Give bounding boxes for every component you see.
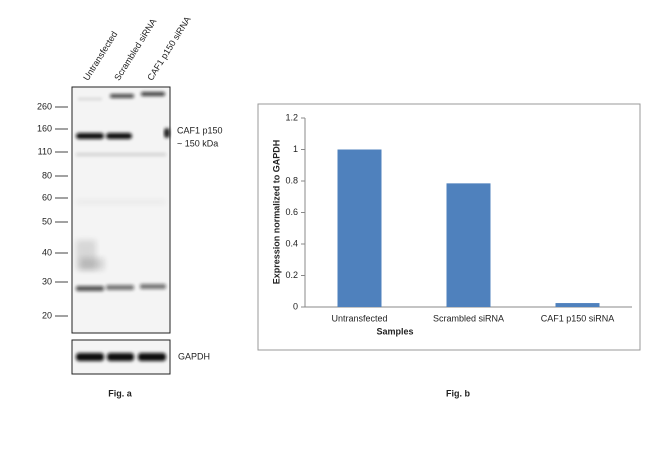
blot-bands	[76, 92, 166, 291]
y-tick-label: 1	[293, 144, 298, 154]
marker-label: 60	[42, 192, 52, 202]
y-tick-label: 0.8	[285, 175, 298, 185]
chart-frame	[257, 103, 641, 351]
bar	[555, 303, 600, 307]
y-tick-label: 0	[293, 301, 298, 311]
edge-spot	[164, 128, 170, 138]
gapdh-bands	[76, 353, 166, 361]
marker-label: 160	[37, 123, 52, 133]
marker-label: 20	[42, 310, 52, 320]
y-tick-label: 0.2	[285, 270, 298, 280]
x-tick-label: CAF1 p150 siRNA	[541, 313, 615, 323]
x-tick-label: Untransfected	[331, 313, 387, 323]
band-label: CAF1 p150	[177, 125, 223, 135]
band-label: ~ 150 kDa	[177, 138, 218, 148]
x-axis-label: Samples	[376, 326, 413, 336]
blot-panel	[71, 86, 171, 334]
loading-label: GAPDH	[178, 351, 210, 361]
caption: Fig. a	[108, 388, 132, 398]
marker-label: 30	[42, 276, 52, 286]
marker-label: 50	[42, 216, 52, 226]
marker-label: 40	[42, 247, 52, 257]
y-tick-label: 1.2	[285, 112, 298, 122]
marker-label: 260	[37, 101, 52, 111]
bar	[337, 149, 382, 307]
y-tick-label: 0.4	[285, 238, 298, 248]
marker-label: 80	[42, 170, 52, 180]
x-tick-label: Scrambled siRNA	[433, 313, 504, 323]
marker-label: 110	[38, 146, 52, 156]
y-tick-label: 0.6	[285, 207, 298, 217]
caption: Fig. b	[446, 388, 470, 398]
bar	[446, 183, 491, 307]
y-axis-label: Expression normalized to GAPDH	[271, 140, 281, 285]
